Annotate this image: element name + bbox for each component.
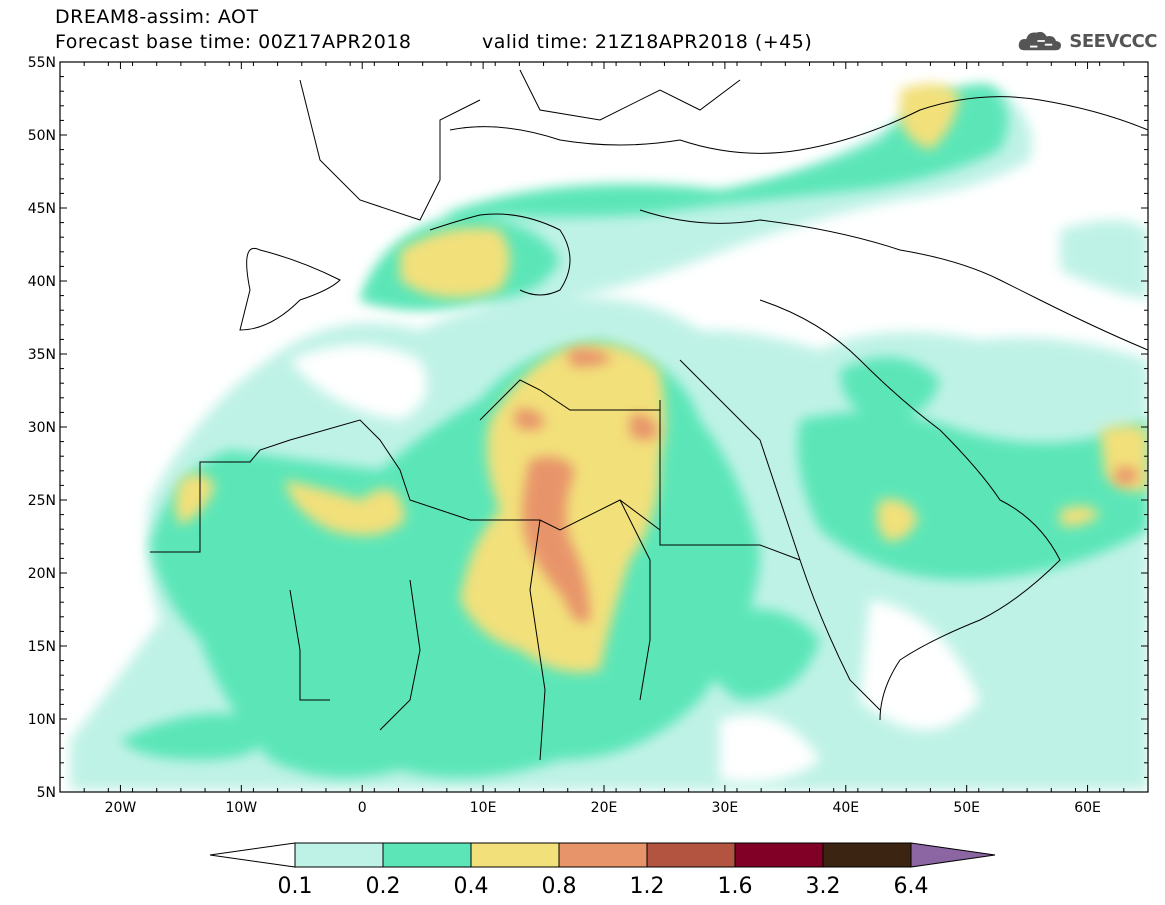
forecast-base-time: Forecast base time: 00Z17APR2018 (55, 31, 412, 53)
lon-label: 40E (832, 800, 859, 816)
colorbar-label: 6.4 (894, 874, 929, 899)
latitude-axis: 55N 50N 45N 40N 35N 30N 25N 20N 15N 10N 5N (28, 55, 1148, 801)
seevccc-logo: SEEVCCC (1017, 26, 1157, 56)
aot-level-0-8 (515, 348, 1140, 623)
colorbar-label: 1.6 (718, 874, 753, 899)
colorbar-label: 1.2 (630, 874, 665, 899)
colorbar-box (822, 842, 912, 868)
colorbar: 0.1 0.2 0.4 0.8 1.2 1.6 3.2 6.4 (209, 842, 996, 899)
colorbar-label: 3.2 (806, 874, 841, 899)
colorbar-arrow-high (910, 842, 996, 868)
colorbar-arrow-low (209, 842, 296, 868)
lon-label: 10W (225, 800, 257, 816)
aot-field (70, 83, 1148, 790)
lat-label: 30N (28, 420, 56, 436)
lat-label: 5N (37, 785, 56, 801)
colorbar-label: 0.8 (542, 874, 577, 899)
lon-label: 60E (1074, 800, 1101, 816)
longitude-axis: 20W 10W 0 10E 20E 30E 40E 50E 60E (59, 62, 1149, 816)
lon-label: 20E (591, 800, 618, 816)
lat-label: 25N (28, 493, 56, 509)
lon-label: 20W (105, 800, 137, 816)
lat-label: 50N (28, 128, 56, 144)
lat-label: 35N (28, 347, 56, 363)
colorbar-box (382, 842, 472, 868)
valid-time: valid time: 21Z18APR2018 (+45) (482, 31, 813, 53)
logo-text: SEEVCCC (1069, 30, 1157, 52)
colorbar-label: 0.2 (366, 874, 401, 899)
lon-label: 30E (712, 800, 739, 816)
colorbar-box (646, 842, 736, 868)
lat-label: 55N (28, 55, 56, 71)
lat-label: 40N (28, 274, 56, 290)
chart-title: DREAM8-assim: AOT (55, 6, 259, 28)
lon-label: 0 (358, 800, 367, 816)
lat-label: 45N (28, 201, 56, 217)
lon-label: 10E (470, 800, 497, 816)
lat-label: 10N (28, 712, 56, 728)
lat-label: 20N (28, 566, 56, 582)
colorbar-label: 0.1 (278, 874, 313, 899)
colorbar-box (558, 842, 648, 868)
colorbar-box (294, 842, 384, 868)
colorbar-box (470, 842, 560, 868)
colorbar-box (734, 842, 824, 868)
lon-label: 50E (953, 800, 980, 816)
country-borders (150, 69, 1148, 761)
cloud-icon (1018, 31, 1062, 51)
colorbar-label: 0.4 (454, 874, 489, 899)
lat-label: 15N (28, 639, 56, 655)
